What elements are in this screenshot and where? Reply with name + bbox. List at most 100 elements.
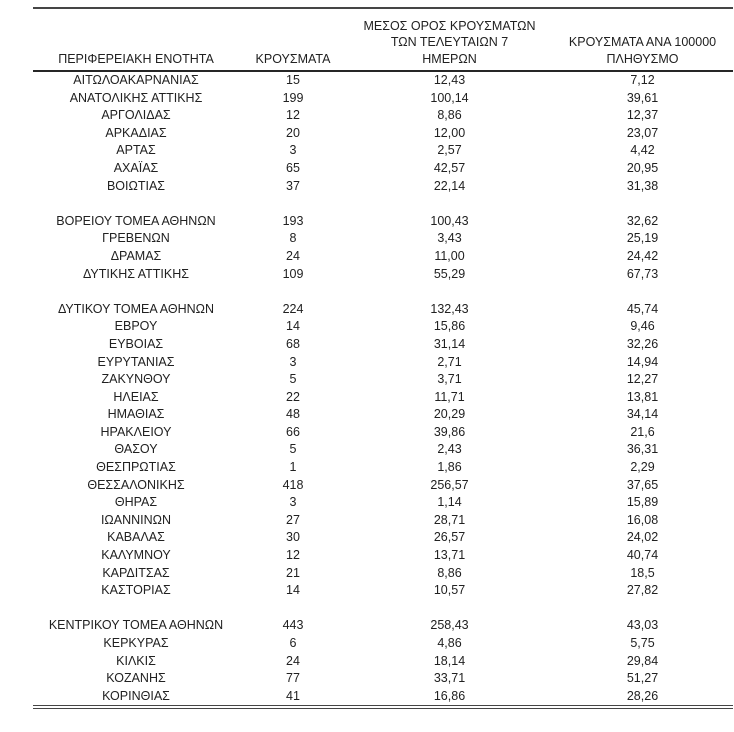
- per100k-cell: 36,31: [626, 442, 659, 457]
- region-cell: ΗΛΕΙΑΣ: [113, 389, 159, 404]
- cases-cell: 3: [289, 354, 297, 369]
- region-cell: ΗΡΑΚΛΕΙΟΥ: [100, 424, 172, 439]
- spacer-row: [33, 600, 733, 618]
- table-row: ΚΙΛΚΙΣ 24 18,14 29,84: [33, 653, 733, 671]
- region-cell: ΑΡΤΑΣ: [116, 143, 156, 158]
- avg7-cell: 258,43: [430, 618, 469, 633]
- cases-cell: 15: [286, 73, 300, 87]
- avg7-cell: 26,57: [433, 530, 466, 545]
- per100k-cell: 24,02: [626, 530, 659, 545]
- cases-cell: 48: [286, 407, 300, 422]
- table-row: ΑΡΓΟΛΙΔΑΣ 12 8,86 12,37: [33, 107, 733, 125]
- header-line: ΚΡΟΥΣΜΑΤΑ: [255, 51, 331, 66]
- per100k-cell: 27,82: [626, 583, 659, 598]
- avg7-cell: 39,86: [433, 424, 466, 439]
- cases-cell: 443: [282, 618, 304, 633]
- table-row: ΚΟΡΙΝΘΙΑΣ 41 16,86 28,26: [33, 688, 733, 708]
- regional-cases-table: ΠΕΡΙΦΕΡΕΙΑΚΗ ΕΝΟΤΗΤΑ ΚΡΟΥΣΜΑΤΑ ΜΕΣΟΣ ΟΡΟ…: [33, 7, 733, 710]
- avg7-cell: 12,00: [433, 125, 466, 140]
- region-cell: ΕΒΡΟΥ: [114, 319, 158, 334]
- per100k-cell: 12,27: [626, 372, 659, 387]
- cases-cell: 8: [289, 231, 297, 246]
- table-row: ΗΛΕΙΑΣ 22 11,71 13,81: [33, 389, 733, 407]
- header-line: ΠΕΡΙΦΕΡΕΙΑΚΗ ΕΝΟΤΗΤΑ: [58, 51, 214, 66]
- region-cell: ΘΕΣΠΡΩΤΙΑΣ: [96, 460, 176, 475]
- cases-cell: 27: [286, 512, 300, 527]
- per100k-cell: 29,84: [626, 653, 659, 668]
- cases-cell: 418: [282, 477, 304, 492]
- cases-cell: 21: [286, 565, 300, 580]
- per100k-cell: 14,94: [626, 354, 659, 369]
- table-row: ΒΟΡΕΙΟΥ ΤΟΜΕΑ ΑΘΗΝΩΝ 193 100,43 32,62: [33, 213, 733, 231]
- region-cell: ΔΡΑΜΑΣ: [110, 248, 162, 263]
- per100k-cell: 28,26: [626, 688, 659, 703]
- cases-cell: 22: [286, 389, 300, 404]
- table-row: ΖΑΚΥΝΘΟΥ 5 3,71 12,27: [33, 371, 733, 389]
- table-row: ΘΕΣΠΡΩΤΙΑΣ 1 1,86 2,29: [33, 459, 733, 477]
- cases-cell: [239, 283, 347, 301]
- avg7-cell: 100,43: [430, 213, 469, 228]
- avg7-cell: 2,71: [437, 354, 462, 369]
- region-cell: ΔΥΤΙΚΗΣ ΑΤΤΙΚΗΣ: [83, 266, 189, 281]
- region-cell: ΚΑΡΔΙΤΣΑΣ: [102, 565, 170, 580]
- region-cell: ΚΟΖΑΝΗΣ: [106, 671, 166, 686]
- per100k-cell: 21,6: [630, 424, 655, 439]
- cases-cell: 5: [289, 442, 297, 457]
- table-row: ΘΗΡΑΣ 3 1,14 15,89: [33, 494, 733, 512]
- cases-cell: 14: [286, 319, 300, 334]
- region-cell: ΑΝΑΤΟΛΙΚΗΣ ΑΤΤΙΚΗΣ: [69, 90, 203, 105]
- per100k-cell: 12,37: [626, 108, 659, 123]
- avg7-cell: 22,14: [433, 178, 466, 193]
- per100k-cell: 39,61: [626, 90, 659, 105]
- region-cell: [33, 600, 239, 618]
- region-cell: ΗΜΑΘΙΑΣ: [107, 407, 165, 422]
- per100k-cell: [552, 195, 733, 213]
- avg7-cell: 10,57: [433, 583, 466, 598]
- table-row: ΑΝΑΤΟΛΙΚΗΣ ΑΤΤΙΚΗΣ 199 100,14 39,61: [33, 90, 733, 108]
- per100k-cell: 43,03: [626, 618, 659, 633]
- avg7-cell: 16,86: [433, 688, 466, 703]
- region-cell: ΑΡΚΑΔΙΑΣ: [105, 125, 167, 140]
- per100k-cell: 15,89: [626, 495, 659, 510]
- per100k-cell: 51,27: [626, 671, 659, 686]
- table-row: ΓΡΕΒΕΝΩΝ 8 3,43 25,19: [33, 230, 733, 248]
- per100k-cell: 9,46: [630, 319, 655, 334]
- header-line: ΠΛΗΘΥΣΜΟ: [606, 51, 679, 66]
- avg7-cell: 33,71: [433, 671, 466, 686]
- header-line: ΚΡΟΥΣΜΑΤΑ ΑΝΑ 100000: [568, 35, 717, 49]
- per100k-cell: 4,42: [630, 143, 655, 158]
- region-cell: ΚΕΝΤΡΙΚΟΥ ΤΟΜΕΑ ΑΘΗΝΩΝ: [48, 618, 224, 633]
- avg7-cell: [347, 195, 552, 213]
- region-cell: ΙΩΑΝΝΙΝΩΝ: [100, 512, 172, 527]
- cases-cell: 66: [286, 424, 300, 439]
- table-row: ΚΕΡΚΥΡΑΣ 6 4,86 5,75: [33, 635, 733, 653]
- per100k-cell: 16,08: [626, 512, 659, 527]
- avg7-cell: 8,86: [437, 565, 462, 580]
- avg7-cell: 100,14: [430, 90, 469, 105]
- region-cell: ΘΕΣΣΑΛΟΝΙΚΗΣ: [87, 477, 185, 492]
- avg7-cell: 15,86: [433, 319, 466, 334]
- region-cell: ΕΥΡΥΤΑΝΙΑΣ: [97, 354, 175, 369]
- cases-cell: 12: [286, 548, 300, 563]
- region-cell: ΓΡΕΒΕΝΩΝ: [102, 231, 170, 246]
- region-cell: ΕΥΒΟΙΑΣ: [108, 336, 164, 351]
- spacer-row: [33, 195, 733, 213]
- column-header-cases: ΚΡΟΥΣΜΑΤΑ: [239, 8, 347, 72]
- table-row: ΕΥΒΟΙΑΣ 68 31,14 32,26: [33, 336, 733, 354]
- per100k-cell: 40,74: [626, 548, 659, 563]
- header-row: ΠΕΡΙΦΕΡΕΙΑΚΗ ΕΝΟΤΗΤΑ ΚΡΟΥΣΜΑΤΑ ΜΕΣΟΣ ΟΡΟ…: [33, 8, 733, 72]
- cases-cell: 5: [289, 372, 297, 387]
- table-body: ΑΙΤΩΛΟΑΚΑΡΝΑΝΙΑΣ 15 12,43 7,12 ΑΝΑΤΟΛΙΚΗ…: [33, 71, 733, 707]
- table-row: ΚΑΛΥΜΝΟΥ 12 13,71 40,74: [33, 547, 733, 565]
- per100k-cell: 23,07: [626, 125, 659, 140]
- table-row: ΚΟΖΑΝΗΣ 77 33,71 51,27: [33, 670, 733, 688]
- spacer-row: [33, 283, 733, 301]
- region-cell: ΚΑΒΑΛΑΣ: [107, 530, 165, 545]
- avg7-cell: 12,43: [433, 73, 466, 87]
- cases-cell: 199: [282, 90, 304, 105]
- avg7-cell: [347, 600, 552, 618]
- avg7-cell: 1,86: [437, 460, 462, 475]
- avg7-cell: 3,43: [437, 231, 462, 246]
- cases-cell: 6: [289, 636, 297, 650]
